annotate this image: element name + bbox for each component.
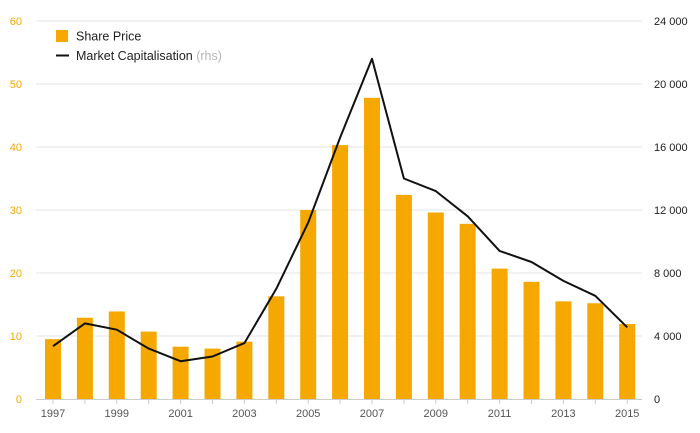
share-price-bar bbox=[300, 210, 317, 399]
legend-label-share-price: Share Price bbox=[76, 30, 141, 44]
y-right-tick-label: 0 bbox=[654, 394, 660, 406]
y-right-tick-label: 8 000 bbox=[654, 268, 682, 280]
share-price-bar bbox=[555, 301, 572, 399]
share-price-bar bbox=[395, 194, 412, 399]
share-price-bar bbox=[172, 346, 189, 399]
y-right-tick-label: 12 000 bbox=[654, 205, 688, 217]
y-left-tick-label: 40 bbox=[10, 142, 22, 154]
y-right-tick-label: 16 000 bbox=[654, 142, 688, 154]
share-price-bar bbox=[427, 212, 444, 399]
share-price-bar bbox=[108, 311, 125, 399]
y-right-tick-label: 24 000 bbox=[654, 16, 688, 28]
y-left-tick-label: 0 bbox=[16, 394, 22, 406]
x-tick-label: 1999 bbox=[105, 408, 129, 420]
share-price-bar bbox=[332, 145, 349, 399]
x-tick-label: 2005 bbox=[296, 408, 320, 420]
y-right-tick-label: 4 000 bbox=[654, 331, 682, 343]
share-price-bar bbox=[459, 223, 476, 399]
y-left-tick-label: 10 bbox=[10, 331, 22, 343]
x-tick-label: 2007 bbox=[360, 408, 384, 420]
axes: 0 10 20 30 40 50 60 0 4 000 8 000 12 000 16 000 20 0… bbox=[10, 16, 688, 420]
share-price-bar bbox=[619, 324, 636, 399]
y-right-tick-label: 20 000 bbox=[654, 79, 688, 91]
share-price-bars bbox=[45, 97, 636, 400]
market-cap-line-layer bbox=[52, 57, 628, 363]
share-price-bar bbox=[523, 281, 540, 399]
share-price-bar bbox=[268, 296, 285, 399]
share-price-bar bbox=[45, 339, 61, 399]
legend-label-market-cap: Market Capitalisation (rhs) bbox=[76, 49, 222, 63]
y-left-tick-label: 30 bbox=[10, 205, 22, 217]
share-price-bar bbox=[491, 268, 508, 399]
x-tick-label: 2013 bbox=[551, 408, 575, 420]
x-tick-label: 2001 bbox=[168, 408, 192, 420]
y-left-tick-label: 20 bbox=[10, 268, 22, 280]
legend: Share Price Market Capitalisation (rhs) bbox=[56, 30, 222, 63]
legend-label-rhs-suffix: (rhs) bbox=[196, 49, 222, 63]
x-tick-label: 2015 bbox=[615, 408, 639, 420]
x-tick-label: 2011 bbox=[488, 408, 512, 420]
x-tick-label: 1997 bbox=[41, 408, 65, 420]
share-price-bar bbox=[364, 97, 380, 400]
x-tick-label: 2009 bbox=[424, 408, 448, 420]
x-tick-label: 2003 bbox=[232, 408, 256, 420]
y-left-tick-label: 60 bbox=[10, 16, 22, 28]
share-price-bar bbox=[140, 331, 157, 399]
share-price-bar bbox=[587, 303, 604, 399]
share-price-bar bbox=[204, 348, 221, 399]
y-left-tick-label: 50 bbox=[10, 79, 22, 91]
share-price-bar bbox=[76, 317, 93, 399]
legend-swatch-share-price bbox=[56, 30, 68, 42]
share-price-bar bbox=[236, 341, 253, 399]
